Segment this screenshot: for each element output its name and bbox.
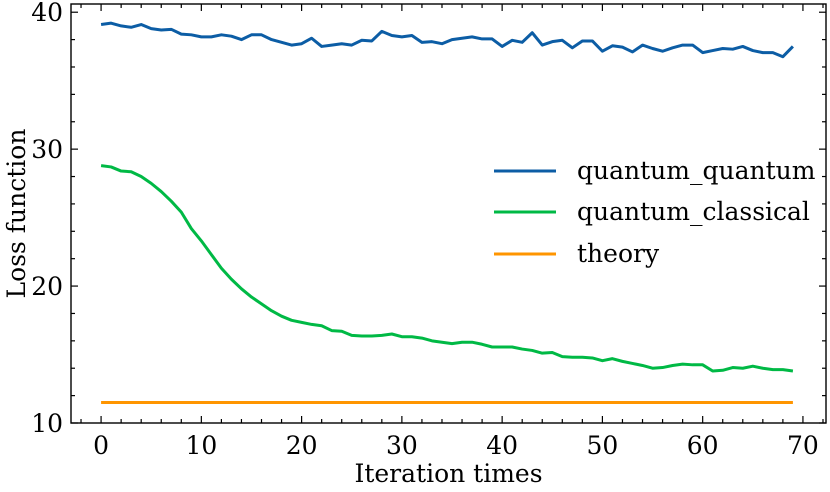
series-line-quantum-classical: [100, 164, 794, 373]
x-tick-label: 60: [687, 431, 719, 460]
x-tick-label: 70: [787, 431, 819, 460]
tick-labels: 0 10 20 30 40 50 60 70 10 20 30 40: [31, 0, 819, 460]
x-tick-label: 0: [93, 431, 109, 460]
x-tick-label: 20: [286, 431, 318, 460]
series-line-quantum-quantum: [100, 21, 794, 59]
x-axis-label: Iteration times: [354, 459, 542, 488]
legend-label-quantum-quantum: quantum_quantum: [577, 156, 816, 185]
y-tick-label: 40: [31, 0, 63, 27]
y-tick-label: 10: [31, 409, 63, 438]
y-tick-label: 30: [31, 135, 63, 164]
legend-label-quantum-classical: quantum_classical: [577, 197, 810, 226]
plot-lines: [100, 21, 794, 404]
y-tick-label: 20: [31, 272, 63, 301]
y-axis-label: Loss function: [2, 129, 31, 299]
plot-frame: [70, 3, 827, 424]
x-tick-label: 50: [587, 431, 619, 460]
axis-ticks: [71, 4, 826, 424]
legend-label-theory: theory: [577, 239, 660, 268]
x-tick-label: 10: [185, 431, 217, 460]
x-tick-label: 30: [386, 431, 418, 460]
x-tick-label: 40: [486, 431, 518, 460]
